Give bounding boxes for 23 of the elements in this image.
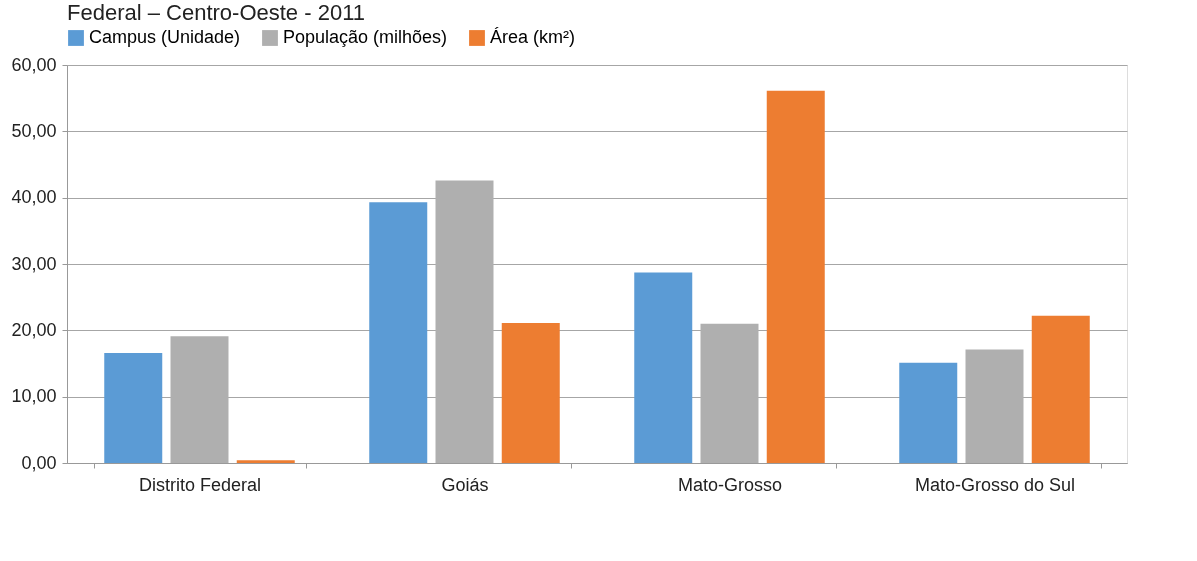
y-tick-label: 40,00 (11, 187, 57, 208)
y-tick-label: 20,00 (11, 319, 57, 340)
bar (899, 362, 958, 463)
x-tick-label: Goiás (441, 474, 489, 495)
bar (634, 272, 693, 463)
y-tick-label: 60,00 (11, 54, 57, 75)
chart-title: Federal – Centro-Oeste - 2011 (67, 0, 365, 25)
legend-label: Área (km²) (490, 27, 575, 47)
y-tick-label: 0,00 (21, 452, 57, 473)
bar (766, 90, 825, 463)
y-tick-label: 50,00 (11, 120, 57, 141)
y-tick-label: 10,00 (11, 386, 57, 407)
x-tick-label: Mato-Grosso do Sul (914, 474, 1076, 495)
bar (501, 323, 560, 463)
bar (369, 202, 428, 463)
legend-label: População (milhões) (283, 27, 448, 47)
bar (236, 460, 295, 463)
bar (104, 352, 163, 463)
x-tick-label: Mato-Grosso (677, 474, 783, 495)
bar (1031, 315, 1090, 463)
y-tick-label: 30,00 (11, 253, 57, 274)
x-tick-label: Distrito Federal (138, 474, 262, 495)
legend-label: Campus (Unidade) (89, 27, 241, 47)
